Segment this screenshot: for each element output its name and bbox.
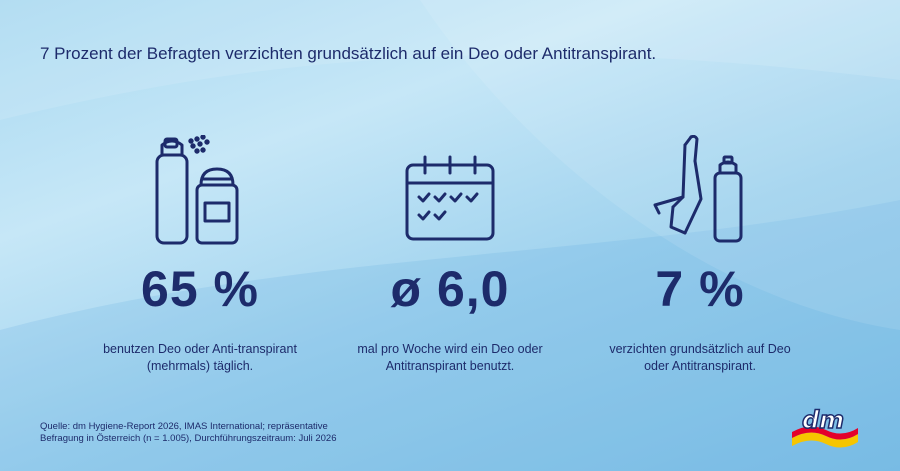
deodorant-spray-and-stick-icon xyxy=(50,120,350,245)
stat-value: 65 % xyxy=(141,261,259,317)
stat-value: ø 6,0 xyxy=(390,261,510,317)
stat-description: verzichten grundsätzlich auf Deo oder An… xyxy=(609,342,791,373)
stat-description: mal pro Woche wird ein Deo oder Antitran… xyxy=(357,342,543,373)
hand-stop-deodorant-icon xyxy=(550,120,850,245)
logo-text: dm xyxy=(802,406,844,434)
stat-abstain: 7 % verzichten grundsätzlich auf Deo ode… xyxy=(550,120,850,375)
stat-value: 7 % xyxy=(655,261,745,317)
stat-daily-use: 65 % benutzen Deo oder Anti-transpirant … xyxy=(50,120,350,375)
stat-description: benutzen Deo oder Anti-transpirant (mehr… xyxy=(103,342,297,373)
headline: 7 Prozent der Befragten verzichten grund… xyxy=(40,44,657,63)
source-note: Quelle: dm Hygiene-Report 2026, IMAS Int… xyxy=(40,421,337,444)
stat-weekly-use: ø 6,0 mal pro Woche wird ein Deo oder An… xyxy=(300,120,600,375)
calendar-checkmarks-icon xyxy=(300,120,600,245)
dm-logo: dm xyxy=(790,402,860,450)
